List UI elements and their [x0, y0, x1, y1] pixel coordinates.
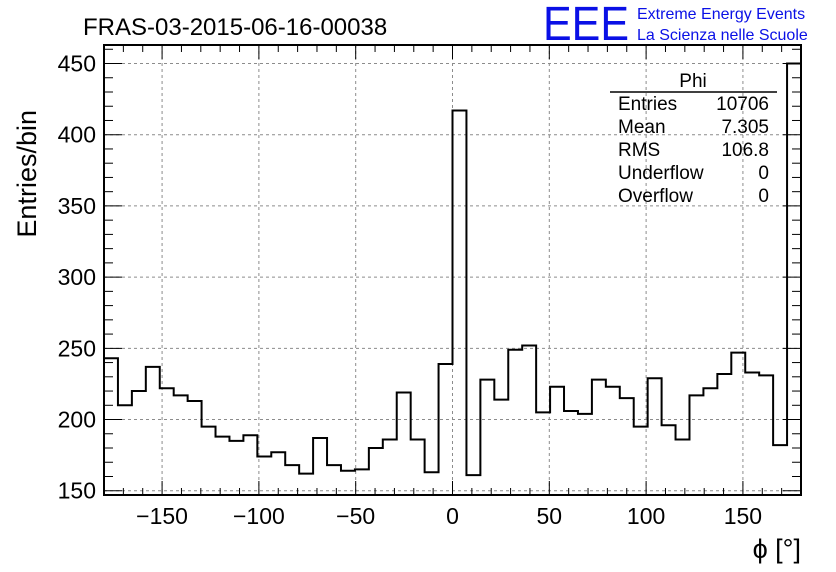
stats-label: RMS: [618, 140, 660, 161]
y-tick-label: 400: [58, 122, 96, 148]
y-tick-label: 350: [58, 193, 96, 219]
stats-value: 7.305: [721, 117, 769, 138]
x-tick-label: 0: [446, 503, 459, 529]
logo-line-2: La Scienza nelle Scuole: [637, 27, 808, 44]
stats-label: Overflow: [618, 186, 693, 207]
stats-box: Phi Entries 10706 Mean 7.305 RMS 106.8 Underfl…: [610, 71, 777, 207]
x-tick-label: −100: [233, 503, 285, 529]
stats-value: 106.8: [721, 140, 769, 161]
histogram-line: [103, 62, 802, 495]
x-tick-label: −50: [336, 503, 375, 529]
x-tick-label: −150: [136, 503, 188, 529]
logo-line-1: Extreme Energy Events: [637, 6, 805, 23]
stats-label: Mean: [618, 117, 666, 138]
y-tick-label: 300: [58, 264, 96, 290]
plot-frame: [103, 44, 802, 496]
x-tick-label: 150: [724, 503, 762, 529]
stats-value: 0: [758, 163, 769, 184]
y-axis-label: Entries/bin: [12, 110, 42, 238]
stats-value: 0: [758, 186, 769, 207]
chart-title: FRAS-03-2015-06-16-00038: [83, 14, 387, 41]
y-tick-label: 200: [58, 407, 96, 433]
stats-title: Phi: [679, 71, 706, 92]
stats-label: Underflow: [618, 163, 704, 184]
x-tick-label: 100: [627, 503, 665, 529]
y-tick-label: 450: [58, 51, 96, 77]
x-tick-label: 50: [537, 503, 563, 529]
logo-mark: EEE: [543, 0, 629, 51]
tick-labels: −150 −100 −50 0 50 100 150 150 200 250 300 350 400 45…: [58, 51, 762, 529]
x-axis-label: ϕ [°]: [753, 534, 801, 564]
y-tick-label: 150: [58, 478, 96, 504]
stats-label: Entries: [618, 94, 677, 115]
eee-logo: EEE Extreme Energy Events La Scienza nel…: [543, 0, 808, 51]
y-tick-label: 250: [58, 335, 96, 361]
stats-value: 10706: [716, 94, 769, 115]
